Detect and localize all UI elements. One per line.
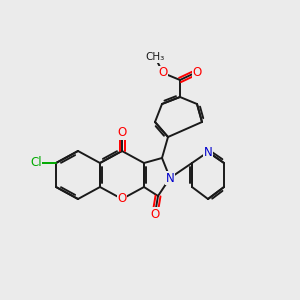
Text: CH₃: CH₃: [146, 52, 165, 62]
Text: N: N: [204, 146, 212, 158]
Text: O: O: [150, 208, 160, 220]
Text: O: O: [192, 65, 202, 79]
Text: O: O: [117, 193, 127, 206]
Text: Cl: Cl: [30, 157, 42, 169]
Text: O: O: [158, 67, 168, 80]
Text: N: N: [166, 172, 174, 184]
Text: O: O: [117, 127, 127, 140]
